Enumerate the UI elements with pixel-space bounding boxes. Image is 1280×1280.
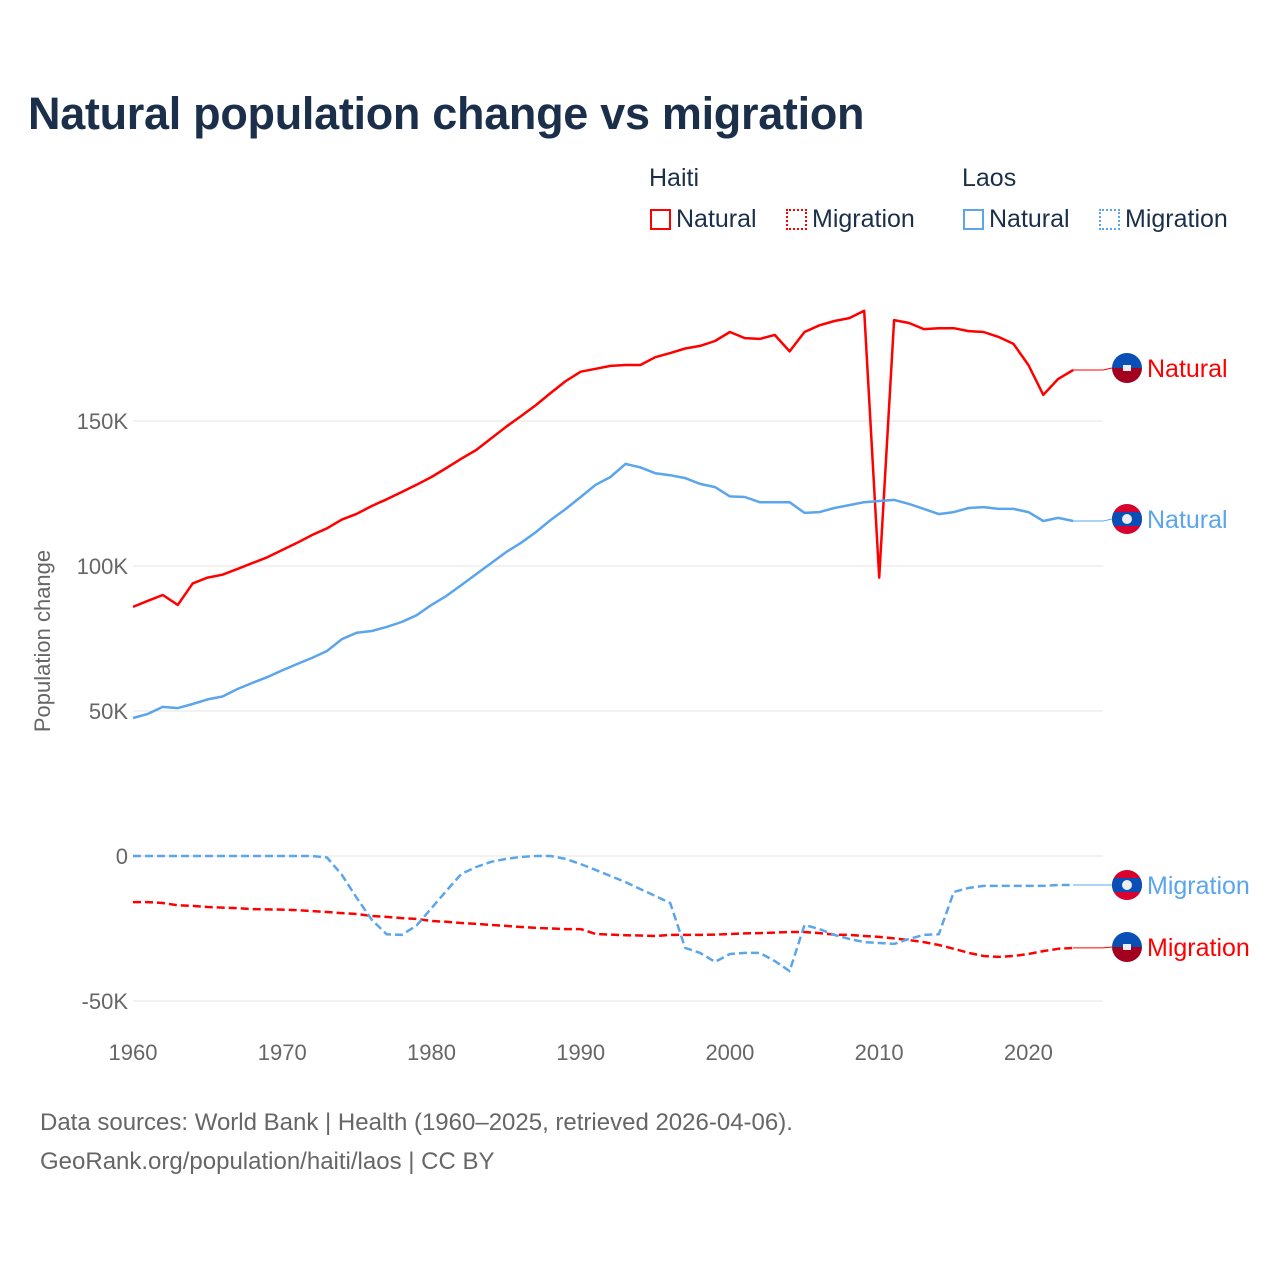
y-tick-label: 150K — [77, 409, 129, 434]
y-tick-label: 0 — [116, 844, 128, 869]
series-line-haiti-migration — [133, 900, 1074, 959]
end-label-laos-migration: Migration — [1147, 872, 1250, 900]
y-axis-label: Population change — [30, 550, 55, 732]
legend-swatch-dotted-icon — [1099, 209, 1120, 230]
legend-label: Natural — [989, 205, 1070, 233]
series-extension-line — [1073, 367, 1113, 371]
footer-source: Data sources: World Bank | Health (1960–… — [40, 1109, 793, 1136]
x-tick-label: 2000 — [705, 1040, 754, 1065]
series-line-laos-natural — [132, 462, 1074, 720]
legend-group-laos: Laos — [962, 164, 1017, 192]
end-label-laos-natural: Natural — [1147, 506, 1228, 534]
series-line-laos-migration — [133, 854, 1074, 973]
x-tick-label: 1960 — [109, 1040, 158, 1065]
legend-swatch-dotted-icon — [786, 209, 807, 230]
series-extension-line — [1073, 518, 1113, 522]
x-tick-label: 1990 — [556, 1040, 605, 1065]
legend-haiti-migration[interactable]: Migration — [786, 205, 915, 234]
chart-title: Natural population change vs migration — [28, 88, 865, 139]
series-extension-line — [1073, 946, 1113, 949]
legend-swatch-solid-icon — [650, 209, 671, 230]
x-tick-label: 1980 — [407, 1040, 456, 1065]
y-tick-label: 100K — [77, 554, 129, 579]
series-line-haiti-natural — [132, 309, 1074, 609]
y-tick-label: 50K — [89, 699, 128, 724]
legend-laos-natural[interactable]: Natural — [963, 205, 1070, 234]
y-tick-label: -50K — [82, 989, 129, 1014]
legend-laos-migration[interactable]: Migration — [1099, 205, 1228, 234]
legend-haiti-natural[interactable]: Natural — [650, 205, 757, 234]
legend-group-haiti: Haiti — [649, 164, 700, 192]
laos-flag-icon — [1112, 870, 1142, 900]
legend-label: Migration — [1125, 205, 1228, 233]
end-label-haiti-natural: Natural — [1147, 355, 1228, 383]
laos-flag-icon — [1112, 504, 1142, 534]
legend-label: Migration — [812, 205, 915, 233]
haiti-flag-icon — [1112, 932, 1142, 962]
legend-swatch-solid-icon — [963, 209, 984, 230]
footer-credit: GeoRank.org/population/haiti/laos | CC B… — [40, 1148, 495, 1175]
legend-label: Natural — [676, 205, 757, 233]
x-tick-label: 2020 — [1004, 1040, 1053, 1065]
haiti-flag-icon — [1112, 353, 1142, 383]
x-tick-label: 1970 — [258, 1040, 307, 1065]
end-label-haiti-migration: Migration — [1147, 934, 1250, 962]
x-tick-label: 2010 — [855, 1040, 904, 1065]
